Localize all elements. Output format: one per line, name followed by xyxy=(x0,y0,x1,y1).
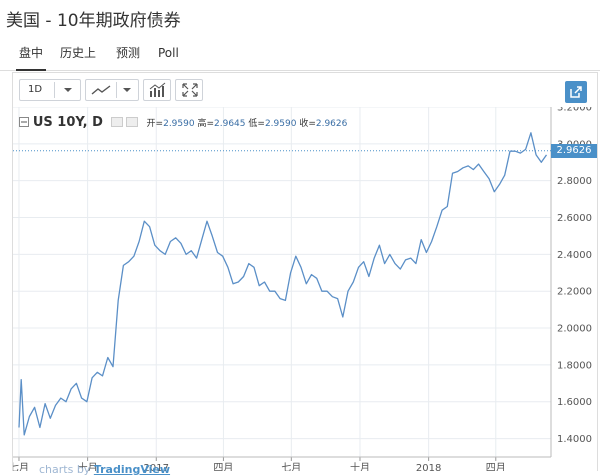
tab-poll[interactable]: Poll xyxy=(158,46,179,60)
tab-bar: 盘中 历史上 预测 Poll xyxy=(0,40,600,71)
y-tick-label: 1.6000 xyxy=(557,397,592,408)
tab-intraday[interactable]: 盘中 xyxy=(16,40,47,71)
fullscreen-button[interactable] xyxy=(175,79,203,101)
y-tick-label: 3.2000 xyxy=(557,107,592,114)
price-chart[interactable]: 1.4000 1.6000 1.8000 2.0000 2.2000 2.4000 2.60… xyxy=(9,103,597,476)
yield-line-series xyxy=(18,132,548,436)
popout-button[interactable] xyxy=(565,81,587,103)
y-tick-label: 2.0000 xyxy=(557,324,592,335)
legend-settings-icons[interactable] xyxy=(110,117,139,127)
chart-widget: 1D xyxy=(9,72,598,476)
chart-style-select[interactable] xyxy=(85,79,139,101)
y-tick-label: 2.4000 xyxy=(557,250,592,261)
last-price-tag: 2.9626 xyxy=(551,143,597,158)
tab-forecast[interactable]: 预测 xyxy=(116,46,141,60)
interval-label: 1D xyxy=(28,84,43,95)
chevron-down-icon xyxy=(54,82,72,98)
y-tick-label: 2.8000 xyxy=(557,176,592,187)
x-tick-label: 2018 xyxy=(416,463,441,471)
chart-legend: US 10Y, D 开=2.9590 高=2.9645 低=2.9590 收=2… xyxy=(19,115,347,133)
bar-chart-icon xyxy=(149,82,166,97)
popout-icon xyxy=(570,86,582,98)
x-tick-label: 2017 xyxy=(144,463,169,471)
legend-symbol: US 10Y, D xyxy=(32,115,103,130)
y-tick-label: 2.2000 xyxy=(557,287,592,298)
page-title: 美国 - 10年期政府债券 xyxy=(6,11,181,31)
chart-toolbar: 1D xyxy=(13,73,597,107)
price-chart-svg: 1.4000 1.6000 1.8000 2.0000 2.2000 2.4000 2.60… xyxy=(9,103,592,475)
line-chart-icon xyxy=(91,85,111,95)
chevron-down-icon xyxy=(116,82,131,98)
tab-history[interactable]: 历史上 xyxy=(60,46,97,60)
fullscreen-icon xyxy=(182,83,198,97)
y-tick-label: 1.4000 xyxy=(557,434,592,445)
collapse-icon[interactable] xyxy=(19,117,29,127)
y-tick-label: 1.8000 xyxy=(557,360,592,371)
indicators-button[interactable] xyxy=(143,79,171,101)
y-tick-label: 2.6000 xyxy=(557,213,592,224)
legend-ohlc: 开=2.9590 高=2.9645 低=2.9590 收=2.9626 xyxy=(146,119,348,129)
interval-select[interactable]: 1D xyxy=(19,79,81,101)
